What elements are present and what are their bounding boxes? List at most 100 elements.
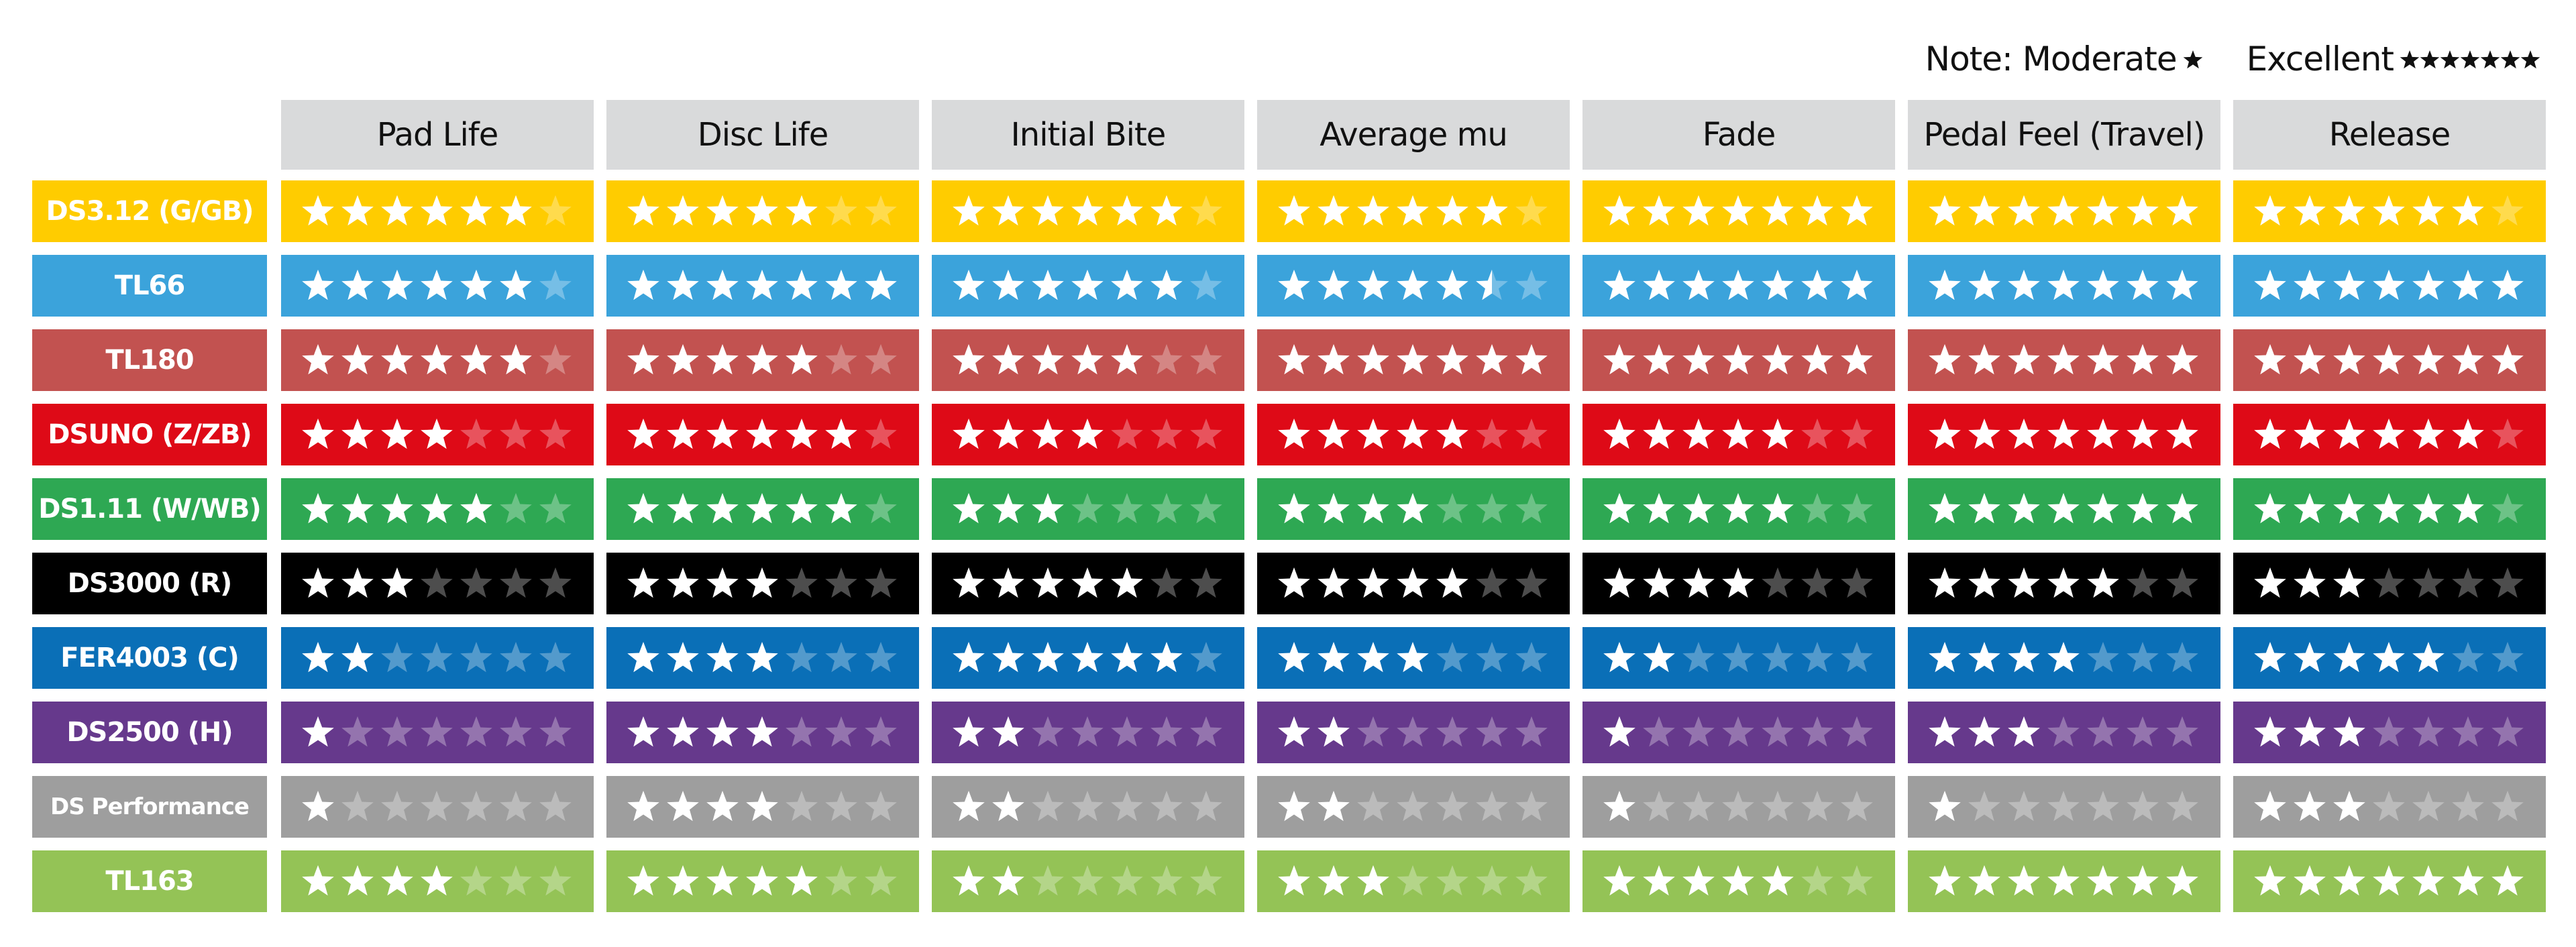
star-filled-icon (302, 865, 334, 896)
row-label: DS3.12 (G/GB) (32, 180, 267, 242)
star-empty-icon (1801, 716, 1833, 747)
rating-cell (1908, 404, 2220, 465)
star-filled-icon (1032, 493, 1064, 524)
star-filled-icon (953, 567, 985, 598)
star-filled-icon (992, 716, 1024, 747)
star-rating (1278, 791, 1548, 822)
star-filled-icon (2333, 865, 2365, 896)
rating-cell (2233, 329, 2546, 391)
star-empty-icon (2412, 716, 2445, 747)
star-filled-icon (2166, 344, 2198, 375)
star-empty-icon (2491, 716, 2524, 747)
star-filled-icon (1968, 716, 2000, 747)
star-filled-icon (2254, 716, 2286, 747)
star-filled-icon (953, 791, 985, 822)
star-filled-icon (500, 344, 532, 375)
star-empty-icon (1397, 716, 1429, 747)
star-empty-icon (1841, 642, 1873, 673)
row-label: TL163 (32, 850, 267, 912)
star-filled-icon (1278, 865, 1310, 896)
star-filled-icon (381, 493, 413, 524)
star-filled-icon (341, 493, 374, 524)
rating-cell (1257, 478, 1570, 540)
star-empty-icon (825, 716, 857, 747)
rating-cell (1582, 627, 1895, 689)
star-empty-icon (1515, 567, 1548, 598)
star-filled-icon (1436, 344, 1468, 375)
star-filled-icon (992, 344, 1024, 375)
star-filled-icon (2254, 865, 2286, 896)
star-filled-icon (1071, 642, 1104, 673)
star-empty-icon (500, 419, 532, 449)
star-filled-icon (2127, 419, 2159, 449)
row-label: DS1.11 (W/WB) (32, 478, 267, 540)
star-filled-icon (1762, 195, 1794, 226)
star-empty-icon (1801, 493, 1833, 524)
star-empty-icon (1190, 642, 1222, 673)
star-filled-icon (2008, 493, 2040, 524)
star-rating (627, 344, 897, 375)
rating-cell (1582, 553, 1895, 614)
star-filled-icon (825, 419, 857, 449)
star-rating (302, 716, 572, 747)
star-empty-icon (1190, 195, 1222, 226)
star-filled-icon (460, 344, 492, 375)
star-empty-icon (2491, 195, 2524, 226)
star-filled-icon (667, 493, 699, 524)
star-filled-icon (1682, 419, 1715, 449)
star-empty-icon (1476, 419, 1508, 449)
star-filled-icon (627, 642, 659, 673)
star-filled-icon (2452, 344, 2484, 375)
star-rating (1929, 270, 2198, 300)
star-filled-icon (1318, 567, 1350, 598)
star-empty-icon (2166, 642, 2198, 673)
star-filled-icon (1841, 195, 1873, 226)
star-filled-icon (706, 419, 739, 449)
star-rating (1929, 642, 2198, 673)
star-filled-icon (2452, 195, 2484, 226)
rating-cell (932, 180, 1244, 242)
star-filled-icon (1762, 493, 1794, 524)
star-empty-icon (539, 791, 572, 822)
star-empty-icon (2127, 642, 2159, 673)
legend-star (2520, 50, 2540, 69)
star-empty-icon (865, 493, 897, 524)
star-filled-icon (1603, 791, 1635, 822)
star-rating (953, 791, 1222, 822)
star-rating (1603, 642, 1873, 673)
star-rating (1603, 567, 1873, 598)
star-filled-icon (1603, 419, 1635, 449)
star-filled-icon (2412, 865, 2445, 896)
star-empty-icon (2412, 567, 2445, 598)
star-filled-icon (865, 270, 897, 300)
star-filled-icon (1111, 195, 1143, 226)
star-empty-icon (1841, 419, 1873, 449)
star-filled-icon (1111, 270, 1143, 300)
star-filled-icon (2294, 195, 2326, 226)
star-filled-icon (1318, 791, 1350, 822)
star-filled-icon (992, 493, 1024, 524)
rating-cell (1257, 627, 1570, 689)
star-filled-icon (1968, 195, 2000, 226)
rating-cell (932, 404, 1244, 465)
star-rating (2254, 344, 2524, 375)
star-empty-icon (421, 791, 453, 822)
star-filled-icon (302, 195, 334, 226)
star-filled-icon (1603, 865, 1635, 896)
star-rating (953, 493, 1222, 524)
star-filled-icon (1278, 642, 1310, 673)
star-filled-icon (992, 865, 1024, 896)
star-empty-icon (1801, 865, 1833, 896)
star-filled-icon (381, 567, 413, 598)
rating-cell (606, 404, 919, 465)
star-filled-icon (2008, 195, 2040, 226)
star-filled-icon (1032, 344, 1064, 375)
star-empty-icon (2373, 567, 2405, 598)
star-rating (1278, 270, 1548, 300)
star-empty-icon (1150, 493, 1183, 524)
star-empty-icon (1515, 865, 1548, 896)
column-header: Release (2233, 100, 2546, 170)
star-filled-icon (341, 419, 374, 449)
star-rating (2254, 716, 2524, 747)
rating-cell (2233, 180, 2546, 242)
